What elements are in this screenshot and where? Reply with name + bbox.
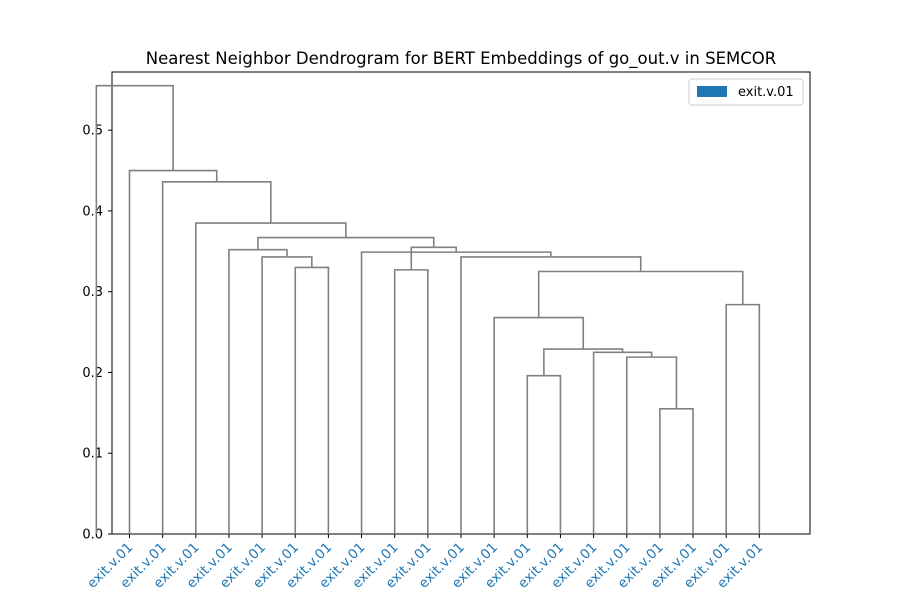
leaf-labels: exit.v.01exit.v.01exit.v.01exit.v.01exit… xyxy=(84,534,766,592)
dendrogram-link xyxy=(195,222,347,534)
legend: exit.v.01 xyxy=(688,78,804,106)
legend-swatch xyxy=(697,86,727,97)
dendrogram-link xyxy=(460,256,642,534)
dendrogram-link xyxy=(592,351,653,534)
dendrogram-link xyxy=(526,374,562,534)
dendrogram-link xyxy=(128,169,218,534)
dendrogram-link xyxy=(228,248,288,534)
y-tick-label: 0.4 xyxy=(82,204,103,219)
dendrogram-links xyxy=(95,84,761,534)
dendrogram-link xyxy=(261,256,313,534)
y-tick-label: 0.2 xyxy=(82,366,103,381)
legend-label: exit.v.01 xyxy=(738,85,794,100)
dendrogram-link xyxy=(393,269,429,534)
dendrogram-link xyxy=(659,408,694,534)
dendrogram-link xyxy=(161,181,272,534)
dendrogram-link xyxy=(625,356,678,534)
dendrogram-link xyxy=(95,84,174,534)
dendrogram-link xyxy=(537,270,744,318)
dendrogram-link xyxy=(257,236,435,250)
dendrogram-link xyxy=(360,251,552,534)
dendrogram-link xyxy=(725,303,761,534)
dendrogram-link xyxy=(493,316,585,534)
y-tick-label: 0.1 xyxy=(82,447,103,462)
y-tick-label: 0.3 xyxy=(82,285,103,300)
dendrogram-link xyxy=(294,266,330,534)
y-axis: 0.0 0.1 0.2 0.3 0.4 0.5 xyxy=(82,124,112,543)
y-tick-label: 0.0 xyxy=(82,528,103,543)
y-tick-label: 0.5 xyxy=(82,124,103,139)
dendrogram-link xyxy=(410,246,458,270)
legend-box xyxy=(688,78,804,106)
chart-title: Nearest Neighbor Dendrogram for BERT Emb… xyxy=(146,49,776,69)
